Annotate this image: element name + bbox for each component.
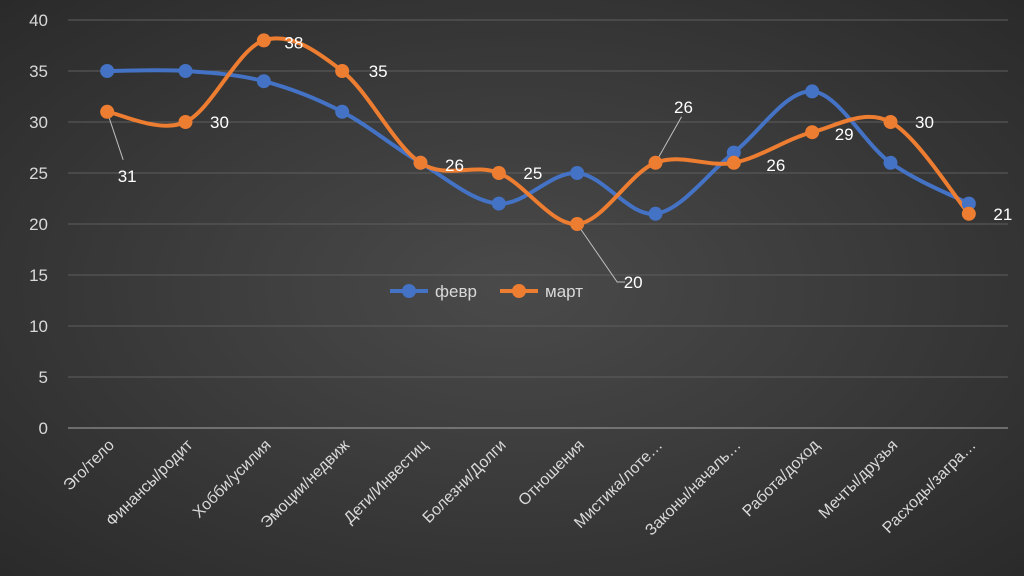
data-labels: 31 30 38 35 26 25 20 26 26 29 30 21 <box>118 33 1013 292</box>
data-label-март: 20 <box>624 273 643 292</box>
data-label-март: 31 <box>118 167 137 186</box>
data-point-март <box>100 104 115 119</box>
x-axis-category-labels: Эго/телоФинансы/родитХобби/усилияЭмоции/… <box>61 436 980 539</box>
leader-line <box>655 116 682 164</box>
y-tick-label: 40 <box>29 11 48 30</box>
data-label-март: 30 <box>915 113 934 132</box>
x-category-label: Финансы/родит <box>103 436 197 530</box>
data-point-март <box>961 206 976 221</box>
data-label-март: 38 <box>284 33 303 52</box>
data-point-март <box>178 115 193 129</box>
x-category-label: Хобби/усилия <box>190 437 275 522</box>
y-axis-tick-labels: 0 5 10 15 20 25 30 35 40 <box>29 11 48 438</box>
data-point-март <box>256 33 271 48</box>
x-category-label: Дети/Инвестиц <box>341 437 431 527</box>
y-tick-label: 20 <box>29 215 48 234</box>
data-label-март: 30 <box>210 113 229 132</box>
data-point-март <box>805 125 820 140</box>
data-point-февр <box>648 206 663 221</box>
data-point-февр <box>100 64 115 78</box>
leader-line <box>106 111 124 160</box>
series-line-март <box>105 36 971 227</box>
y-tick-label: 10 <box>29 317 48 336</box>
x-category-label: Мечты/друзья <box>816 437 901 522</box>
series-markers <box>100 33 976 231</box>
data-point-март <box>413 155 428 170</box>
y-tick-label: 15 <box>29 266 48 285</box>
data-label-март: 26 <box>674 98 693 117</box>
x-category-label: Отношения <box>515 437 588 510</box>
legend-swatch-marker <box>512 284 526 298</box>
data-point-март <box>335 64 350 78</box>
y-tick-label: 35 <box>29 62 48 81</box>
y-tick-label: 30 <box>29 113 48 132</box>
data-point-февр <box>883 155 898 170</box>
leader-line <box>576 223 626 283</box>
data-point-март <box>726 155 741 170</box>
y-tick-label: 25 <box>29 164 48 183</box>
x-category-label: Работа/доход <box>740 436 824 520</box>
data-point-февр <box>178 64 193 78</box>
data-point-март <box>648 155 663 170</box>
data-point-февр <box>961 196 976 211</box>
y-tick-label: 0 <box>39 419 48 438</box>
data-label-март: 26 <box>445 156 464 175</box>
data-point-февр <box>491 196 506 211</box>
data-label-март: 26 <box>766 156 785 175</box>
data-point-февр <box>726 145 741 160</box>
data-point-февр <box>570 166 585 180</box>
data-label-leader-lines <box>106 111 682 283</box>
x-category-label: Эго/тело <box>61 437 119 495</box>
legend: февр март <box>390 282 583 301</box>
x-category-label: Болезни/Долги <box>420 437 510 527</box>
legend-label: февр <box>435 282 477 301</box>
data-point-февр <box>335 104 350 119</box>
data-label-март: 25 <box>523 164 542 183</box>
legend-swatch-marker <box>402 284 416 298</box>
data-label-март: 35 <box>369 62 388 81</box>
data-point-март <box>570 217 585 231</box>
gridlines <box>68 19 1008 429</box>
data-point-март <box>883 115 898 129</box>
data-point-февр <box>256 74 271 89</box>
data-label-март: 29 <box>835 125 854 144</box>
y-tick-label: 5 <box>39 368 48 387</box>
data-point-февр <box>805 84 820 99</box>
data-point-март <box>491 166 506 180</box>
legend-label: март <box>545 282 583 301</box>
data-label-март: 21 <box>993 205 1012 224</box>
